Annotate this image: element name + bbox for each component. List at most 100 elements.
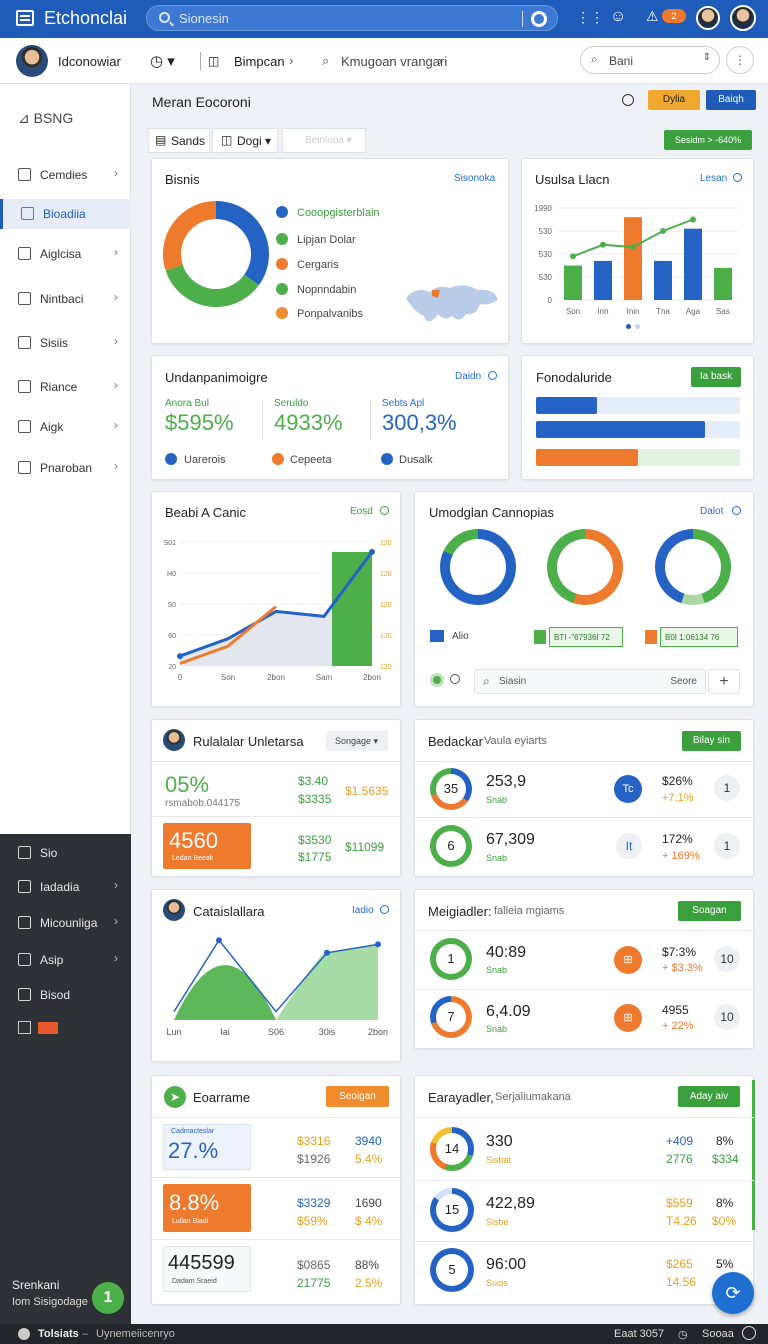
page-title: Meran Eocoroni [152, 94, 251, 110]
card-link[interactable]: Eosd [350, 506, 373, 517]
eo-tile-value: 8.8% [169, 1190, 220, 1215]
pager-dot[interactable] [635, 324, 640, 329]
footer-mid-label: Uynemeiicenryo [96, 1328, 175, 1340]
row-ring-label: 15 [436, 1194, 468, 1226]
sidebar-user-name: Srenkani [12, 1278, 60, 1292]
rings-search-input[interactable]: ⌕ Siasin Seore [474, 669, 706, 694]
sidebar-item-8[interactable]: Pnaroban › [0, 453, 131, 483]
more-options-icon[interactable]: ⋮ [726, 46, 754, 74]
alert-icon[interactable]: ⚠ [646, 8, 659, 24]
list-icon [18, 336, 31, 349]
seoigan-button[interactable]: Seoigan [326, 1086, 389, 1107]
legend-label: Lipjan Dolar [297, 234, 356, 246]
card-link[interactable]: Daidn [455, 371, 482, 382]
row-count-button[interactable]: 10 [714, 946, 740, 972]
tab-label: Sands [171, 134, 206, 148]
x-tick-label: 2bon [368, 1027, 388, 1037]
refresh-fab-button[interactable]: ⟳ [712, 1272, 754, 1314]
info-icon[interactable] [380, 506, 389, 515]
sidebar-dark-item-5[interactable]: Bisod [0, 980, 131, 1010]
avatar[interactable] [696, 6, 720, 30]
dylia-button[interactable]: Dylia [648, 90, 700, 110]
breadcrumb-item-1[interactable]: Bimpcan [234, 54, 285, 69]
sidebar-item-2[interactable]: Bioadiia [0, 199, 131, 229]
sidebar-item-1[interactable]: Cemdies › [0, 160, 131, 190]
pen-icon [18, 420, 31, 433]
row-count-button[interactable]: 1 [714, 775, 740, 801]
smile-icon[interactable]: ☺ [610, 8, 627, 25]
search-placeholder: Siasin [499, 676, 527, 687]
row-delta: + 169% [662, 850, 700, 862]
row-pct: $7:3% [662, 945, 697, 959]
camera-icon[interactable] [531, 11, 547, 27]
ia-bask-button[interactable]: Ia bask [691, 367, 741, 387]
sidebar-item-label: Pnaroban [40, 461, 93, 475]
bar [624, 217, 642, 300]
row-count-button[interactable]: 1 [714, 833, 740, 859]
tab-sands[interactable]: ▤ Sands [148, 128, 210, 153]
card-link[interactable]: Lesan [700, 173, 728, 184]
bar [654, 260, 672, 300]
bedackar-button[interactable]: Bilay sin [682, 731, 741, 751]
soagan-button[interactable]: Soagan [678, 901, 741, 921]
row-pct: 14.56 [666, 1275, 697, 1289]
window-icon: ◫ [208, 54, 220, 68]
global-search-input[interactable]: Sionesin [146, 5, 558, 31]
info-icon[interactable] [380, 905, 389, 914]
row-pct: 5% [716, 1257, 734, 1271]
row-count-button[interactable]: 10 [714, 1004, 740, 1030]
row-pct: $334 [712, 1152, 739, 1166]
fab-green-button[interactable]: 1 [92, 1282, 124, 1314]
avatar [163, 899, 185, 921]
add-button[interactable]: + [708, 669, 740, 694]
home-icon [18, 846, 31, 859]
info-icon[interactable] [488, 371, 497, 380]
sidebar-dark-item-1[interactable]: Sio [0, 838, 131, 868]
circle-icon [450, 674, 460, 684]
sidebar-item-7[interactable]: Aigk › [0, 412, 131, 442]
avatar-secondary[interactable] [730, 5, 756, 31]
baiqh-button[interactable]: Baiqh [706, 90, 756, 110]
settings-icon[interactable] [742, 1326, 756, 1340]
search-button-label[interactable]: Seore [670, 676, 697, 687]
legend-label: Nopnndabin [297, 284, 357, 296]
world-map-icon [406, 285, 498, 322]
sidebar-dark-item-4[interactable]: Asip › [0, 945, 131, 975]
tab-dogi[interactable]: ◫ Dogi ▾ [212, 128, 278, 153]
chevron-right-icon: › [114, 418, 118, 432]
orange-badge-icon: ⊞ [614, 1004, 642, 1032]
app-menu-icon[interactable] [16, 10, 34, 26]
card-link[interactable]: Iadio [352, 905, 374, 916]
people-value: $1775 [298, 850, 332, 864]
sidebar-dark-item-2[interactable]: Iadadia › [0, 872, 131, 902]
chevron-right-icon: › [114, 378, 118, 392]
tab-beinlooa[interactable]: Beinlooa ▾ [282, 128, 366, 153]
sidebar-item-5[interactable]: Sisiis › [0, 328, 131, 358]
avatar [163, 729, 185, 751]
aday-aiv-button[interactable]: Aday aiv [678, 1086, 740, 1107]
grid-icon[interactable] [18, 1021, 31, 1034]
user-avatar[interactable] [16, 45, 48, 77]
scrollbar[interactable] [752, 1080, 755, 1230]
sidebar-item-4[interactable]: Nintbaci › [0, 284, 131, 314]
card-link[interactable]: Dalot [700, 506, 724, 517]
eo-tile-sub: Cadmacteslar [171, 1128, 215, 1135]
breadcrumb-item-2[interactable]: Kmugoan vrangari [341, 54, 448, 69]
row-sub: Sucis [486, 1278, 509, 1288]
clock-icon[interactable]: ◷ ▾ [150, 53, 175, 70]
donut-chart [163, 201, 269, 307]
card-title: Earayadler, [428, 1090, 494, 1105]
card-link[interactable]: Sisonoka [454, 173, 496, 184]
sidebar-dark-item-3[interactable]: Micounliga › [0, 908, 131, 938]
people-dropdown[interactable]: Songage ▾ [326, 731, 388, 751]
filter-search-input[interactable]: ⌕ Bani ⇕ [580, 46, 720, 74]
apps-grid-icon[interactable]: ⋮⋮ [576, 9, 604, 25]
info-icon[interactable] [733, 173, 742, 182]
sidebar-item-6[interactable]: Riance › [0, 372, 131, 402]
info-icon[interactable] [732, 506, 741, 515]
pager-dot[interactable] [626, 324, 631, 329]
search-divider [522, 11, 523, 27]
row-pct: 8% [716, 1196, 734, 1210]
sidebar-item-3[interactable]: Aiglcisa › [0, 239, 131, 269]
card-title: Cataislallara [193, 904, 265, 919]
